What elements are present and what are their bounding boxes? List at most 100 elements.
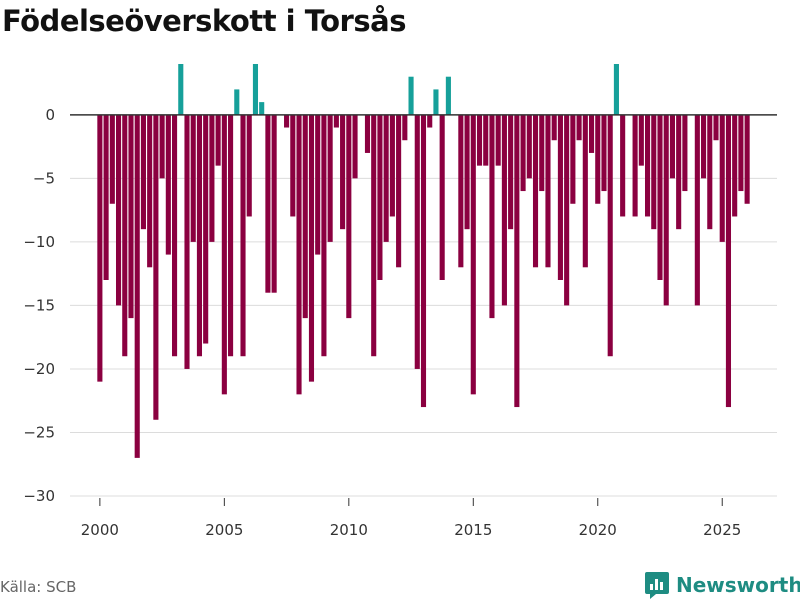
bar[interactable] bbox=[97, 114, 103, 382]
bar[interactable] bbox=[476, 114, 483, 166]
bar[interactable] bbox=[445, 76, 451, 115]
bar[interactable] bbox=[744, 114, 750, 204]
bar[interactable] bbox=[632, 114, 638, 217]
bar[interactable] bbox=[215, 114, 221, 166]
bar[interactable] bbox=[526, 114, 532, 179]
bar[interactable] bbox=[246, 114, 252, 217]
bar[interactable] bbox=[408, 76, 414, 115]
bar[interactable] bbox=[184, 114, 190, 369]
bar[interactable] bbox=[333, 114, 339, 128]
bar[interactable] bbox=[128, 114, 134, 319]
bar[interactable] bbox=[420, 114, 427, 408]
bar[interactable] bbox=[308, 114, 315, 382]
bar[interactable] bbox=[190, 114, 196, 242]
bar[interactable] bbox=[514, 114, 520, 408]
bar[interactable] bbox=[165, 114, 171, 255]
bar[interactable] bbox=[203, 114, 209, 344]
bar[interactable] bbox=[252, 64, 259, 115]
bar[interactable] bbox=[228, 114, 234, 357]
bar[interactable] bbox=[439, 114, 445, 280]
bar[interactable] bbox=[644, 114, 651, 217]
bar[interactable] bbox=[719, 114, 725, 242]
bar[interactable] bbox=[159, 114, 165, 179]
bar[interactable] bbox=[570, 114, 576, 204]
bar[interactable] bbox=[134, 114, 140, 458]
bar[interactable] bbox=[259, 102, 265, 115]
bar[interactable] bbox=[607, 114, 613, 357]
bar[interactable] bbox=[483, 114, 489, 166]
bar[interactable] bbox=[383, 114, 389, 242]
bar[interactable] bbox=[340, 114, 346, 230]
bar[interactable] bbox=[532, 114, 539, 268]
bar[interactable] bbox=[520, 114, 526, 192]
bar[interactable] bbox=[234, 89, 240, 115]
bar[interactable] bbox=[669, 114, 675, 179]
bar[interactable] bbox=[464, 114, 470, 230]
bar[interactable] bbox=[389, 114, 395, 217]
bar[interactable] bbox=[122, 114, 128, 357]
bar[interactable] bbox=[414, 114, 420, 369]
bar[interactable] bbox=[707, 114, 713, 230]
bar[interactable] bbox=[364, 114, 371, 153]
bar[interactable] bbox=[713, 114, 719, 141]
bar[interactable] bbox=[433, 89, 439, 115]
bar[interactable] bbox=[638, 114, 644, 166]
bar[interactable] bbox=[290, 114, 296, 217]
bar[interactable] bbox=[302, 114, 308, 319]
bar[interactable] bbox=[458, 114, 464, 268]
bar[interactable] bbox=[209, 114, 215, 242]
bar[interactable] bbox=[346, 114, 352, 319]
bar[interactable] bbox=[489, 114, 495, 319]
bar[interactable] bbox=[725, 114, 732, 408]
bar[interactable] bbox=[352, 114, 358, 179]
bar[interactable] bbox=[371, 114, 377, 357]
bar[interactable] bbox=[557, 114, 563, 280]
bar[interactable] bbox=[682, 114, 688, 192]
bar[interactable] bbox=[271, 114, 277, 293]
bar[interactable] bbox=[109, 114, 115, 204]
bar[interactable] bbox=[140, 114, 146, 230]
bar[interactable] bbox=[402, 114, 408, 141]
bar[interactable] bbox=[601, 114, 607, 192]
bar[interactable] bbox=[663, 114, 669, 306]
bar[interactable] bbox=[172, 114, 178, 357]
bar[interactable] bbox=[296, 114, 302, 395]
bar[interactable] bbox=[153, 114, 159, 420]
bar[interactable] bbox=[377, 114, 383, 280]
bar[interactable] bbox=[508, 114, 514, 230]
bar[interactable] bbox=[551, 114, 557, 141]
bar[interactable] bbox=[103, 114, 109, 280]
bar[interactable] bbox=[676, 114, 682, 230]
bar[interactable] bbox=[657, 114, 663, 280]
bar[interactable] bbox=[588, 114, 595, 153]
bar[interactable] bbox=[732, 114, 738, 217]
bar[interactable] bbox=[539, 114, 545, 192]
bar[interactable] bbox=[501, 114, 507, 306]
bar[interactable] bbox=[396, 114, 402, 268]
bar[interactable] bbox=[196, 114, 203, 357]
bar[interactable] bbox=[701, 114, 707, 179]
bar[interactable] bbox=[576, 114, 582, 141]
bar[interactable] bbox=[147, 114, 153, 268]
bar[interactable] bbox=[694, 114, 700, 306]
newsworthy-logo[interactable]: Newsworthy bbox=[644, 570, 800, 600]
bar[interactable] bbox=[327, 114, 333, 242]
bar[interactable] bbox=[265, 114, 271, 293]
bar[interactable] bbox=[582, 114, 588, 268]
bar[interactable] bbox=[470, 114, 476, 395]
bar[interactable] bbox=[738, 114, 744, 192]
bar[interactable] bbox=[595, 114, 601, 204]
bar[interactable] bbox=[321, 114, 327, 357]
bar[interactable] bbox=[651, 114, 657, 230]
bar[interactable] bbox=[620, 114, 626, 217]
bar[interactable] bbox=[564, 114, 570, 306]
bar[interactable] bbox=[178, 64, 184, 115]
bar[interactable] bbox=[115, 114, 122, 306]
bar[interactable] bbox=[284, 114, 290, 128]
bar[interactable] bbox=[545, 114, 551, 268]
bar[interactable] bbox=[221, 114, 227, 395]
bar[interactable] bbox=[613, 64, 619, 115]
bar[interactable] bbox=[495, 114, 501, 166]
bar[interactable] bbox=[315, 114, 321, 255]
bar[interactable] bbox=[427, 114, 433, 128]
